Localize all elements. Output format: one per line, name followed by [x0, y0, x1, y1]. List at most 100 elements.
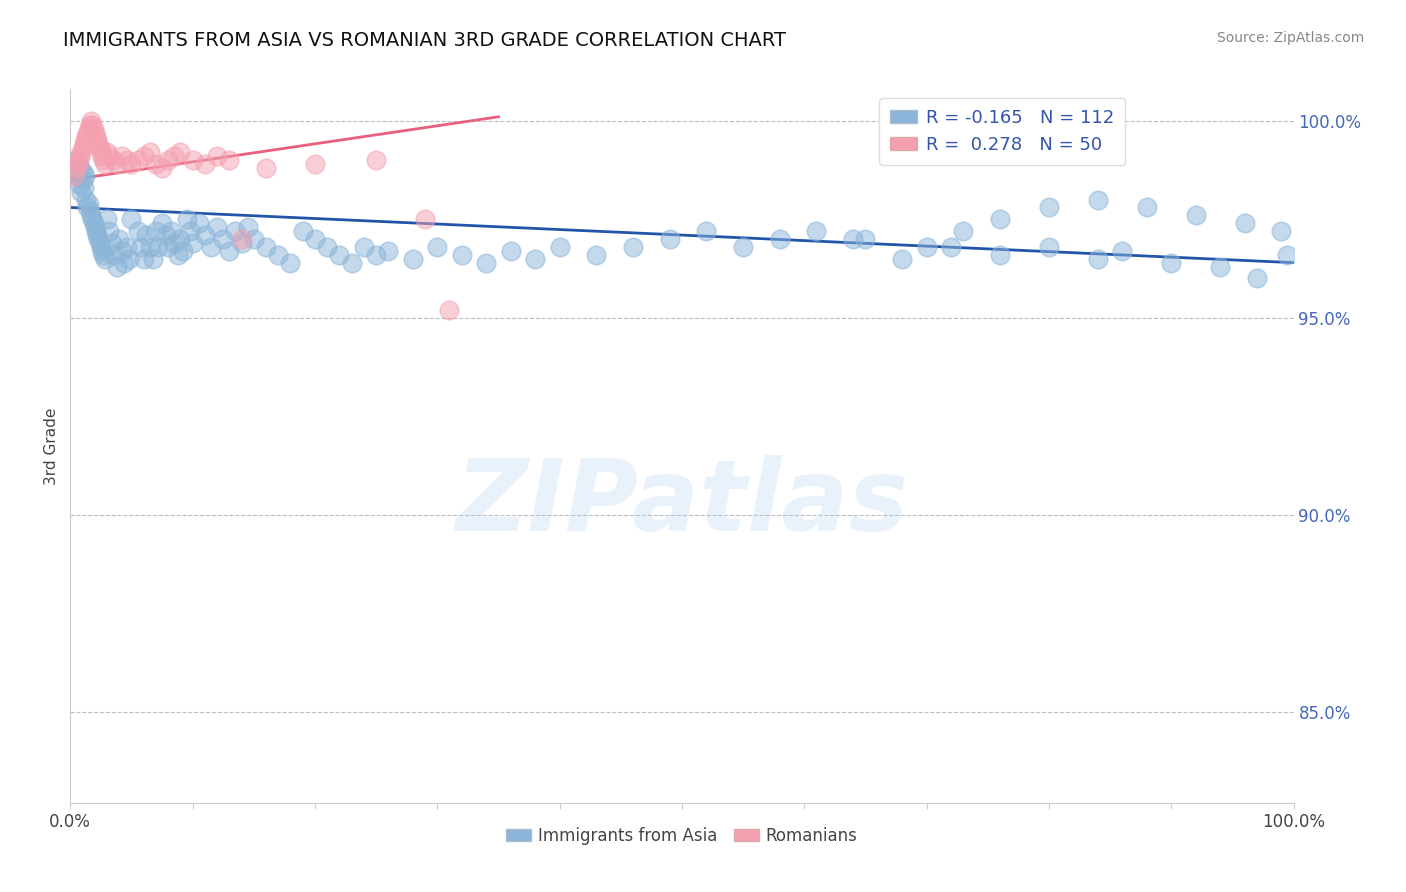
- Legend: Immigrants from Asia, Romanians: Immigrants from Asia, Romanians: [499, 821, 865, 852]
- Point: [67, 177, 90, 191]
- Point: [84, 129, 107, 144]
- Point: [80, 208, 103, 222]
- Point: [194, 157, 217, 171]
- Point: [67, 153, 90, 168]
- Point: [224, 224, 246, 238]
- Point: [172, 244, 194, 258]
- Point: [157, 153, 180, 168]
- Point: [69, 149, 91, 163]
- Point: [121, 212, 143, 227]
- Point: [939, 240, 962, 254]
- Point: [132, 149, 155, 163]
- Point: [155, 228, 177, 243]
- Point: [77, 121, 100, 136]
- Point: [1087, 193, 1109, 207]
- Point: [243, 232, 266, 246]
- Point: [450, 248, 472, 262]
- Point: [169, 145, 191, 160]
- Point: [1038, 201, 1060, 215]
- Point: [91, 149, 114, 163]
- Text: ZIPatlas: ZIPatlas: [456, 455, 908, 551]
- Point: [402, 252, 425, 266]
- Point: [90, 145, 112, 160]
- Point: [96, 145, 118, 160]
- Point: [63, 161, 86, 175]
- Point: [83, 216, 105, 230]
- Point: [524, 252, 547, 266]
- Point: [806, 224, 828, 238]
- Point: [194, 228, 217, 243]
- Point: [1087, 252, 1109, 266]
- Text: Source: ZipAtlas.com: Source: ZipAtlas.com: [1216, 31, 1364, 45]
- Point: [111, 149, 134, 163]
- Point: [167, 248, 190, 262]
- Point: [127, 153, 149, 168]
- Point: [132, 252, 155, 266]
- Point: [86, 133, 108, 147]
- Point: [842, 232, 865, 246]
- Point: [112, 255, 135, 269]
- Point: [98, 149, 121, 163]
- Point: [254, 240, 277, 254]
- Point: [218, 244, 240, 258]
- Point: [63, 169, 86, 183]
- Point: [89, 235, 111, 250]
- Point: [205, 149, 228, 163]
- Point: [254, 161, 277, 175]
- Point: [73, 133, 96, 147]
- Point: [139, 145, 162, 160]
- Point: [72, 165, 94, 179]
- Point: [70, 145, 93, 160]
- Point: [145, 157, 167, 171]
- Point: [218, 153, 240, 168]
- Point: [181, 235, 204, 250]
- Point: [1209, 260, 1232, 274]
- Point: [212, 232, 235, 246]
- Point: [103, 248, 125, 262]
- Point: [73, 180, 96, 194]
- Point: [142, 252, 165, 266]
- Point: [366, 248, 388, 262]
- Point: [91, 153, 114, 168]
- Point: [87, 232, 110, 246]
- Point: [205, 220, 228, 235]
- Point: [139, 240, 162, 254]
- Point: [340, 255, 363, 269]
- Point: [231, 235, 253, 250]
- Point: [585, 248, 607, 262]
- Point: [439, 303, 461, 318]
- Point: [231, 232, 253, 246]
- Point: [89, 141, 111, 155]
- Point: [658, 232, 681, 246]
- Point: [83, 126, 105, 140]
- Point: [135, 228, 157, 243]
- Point: [280, 255, 302, 269]
- Point: [236, 220, 259, 235]
- Point: [129, 240, 152, 254]
- Point: [891, 252, 914, 266]
- Point: [150, 161, 173, 175]
- Point: [169, 232, 191, 246]
- Point: [733, 240, 755, 254]
- Point: [548, 240, 571, 254]
- Point: [118, 252, 141, 266]
- Point: [105, 260, 128, 274]
- Point: [101, 235, 124, 250]
- Point: [70, 185, 93, 199]
- Point: [75, 193, 97, 207]
- Point: [267, 248, 290, 262]
- Point: [91, 248, 114, 262]
- Point: [115, 153, 138, 168]
- Point: [82, 118, 104, 132]
- Point: [77, 196, 100, 211]
- Point: [1111, 244, 1133, 258]
- Point: [695, 224, 717, 238]
- Point: [1233, 216, 1256, 230]
- Point: [76, 126, 98, 140]
- Point: [98, 224, 121, 238]
- Point: [93, 157, 115, 171]
- Point: [179, 224, 201, 238]
- Point: [157, 240, 180, 254]
- Point: [1246, 271, 1268, 285]
- Point: [73, 137, 96, 152]
